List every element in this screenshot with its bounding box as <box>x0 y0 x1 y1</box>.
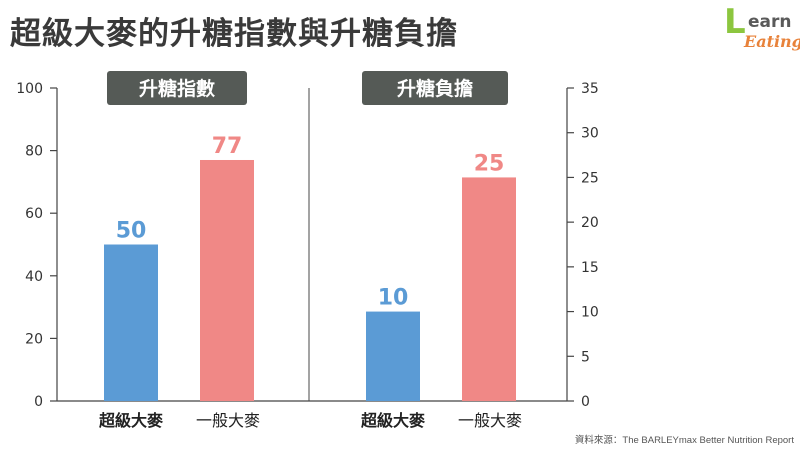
category-label: 超級大麥 <box>360 411 426 430</box>
bar-value-label: 10 <box>378 286 409 311</box>
panel-title: 升糖指數 <box>139 77 215 100</box>
logo-line1: earn <box>748 12 792 32</box>
panel-title: 升糖負擔 <box>397 77 473 100</box>
y-tick-label: 35 <box>581 81 599 97</box>
y-tick-label: 0 <box>34 394 43 410</box>
logo-line2: Eating <box>744 32 800 51</box>
category-label: 一般大麥 <box>196 411 260 430</box>
y-tick-label: 20 <box>581 215 599 231</box>
y-tick-label: 80 <box>25 144 43 160</box>
bar <box>104 244 158 401</box>
y-tick-label: 30 <box>581 126 599 142</box>
bar-value-label: 77 <box>212 134 243 159</box>
source-note: 資料來源：The BARLEYmax Better Nutrition Repo… <box>574 435 794 446</box>
page-title: 超級大麥的升糖指數與升糖負擔 <box>10 16 458 52</box>
y-tick-label: 5 <box>581 349 590 365</box>
y-tick-label: 60 <box>25 206 43 222</box>
bar <box>366 311 420 401</box>
y-tick-label: 25 <box>581 170 599 186</box>
y-tick-label: 0 <box>581 394 590 410</box>
panel-title-box <box>362 71 508 105</box>
logo-initial: L <box>724 2 746 42</box>
category-label: 超級大麥 <box>98 411 164 430</box>
panel-title-box <box>107 71 247 105</box>
learn-eating-logo: L earn Eating <box>722 2 800 52</box>
bar <box>200 159 254 401</box>
bar-value-label: 50 <box>116 219 147 244</box>
category-label: 一般大麥 <box>458 411 522 430</box>
bar <box>462 177 516 401</box>
y-tick-label: 20 <box>25 331 43 347</box>
y-tick-label: 10 <box>581 305 599 321</box>
y-tick-label: 40 <box>25 269 43 285</box>
y-tick-label: 15 <box>581 260 599 276</box>
bar-value-label: 25 <box>474 151 505 176</box>
y-tick-label: 100 <box>16 81 43 97</box>
